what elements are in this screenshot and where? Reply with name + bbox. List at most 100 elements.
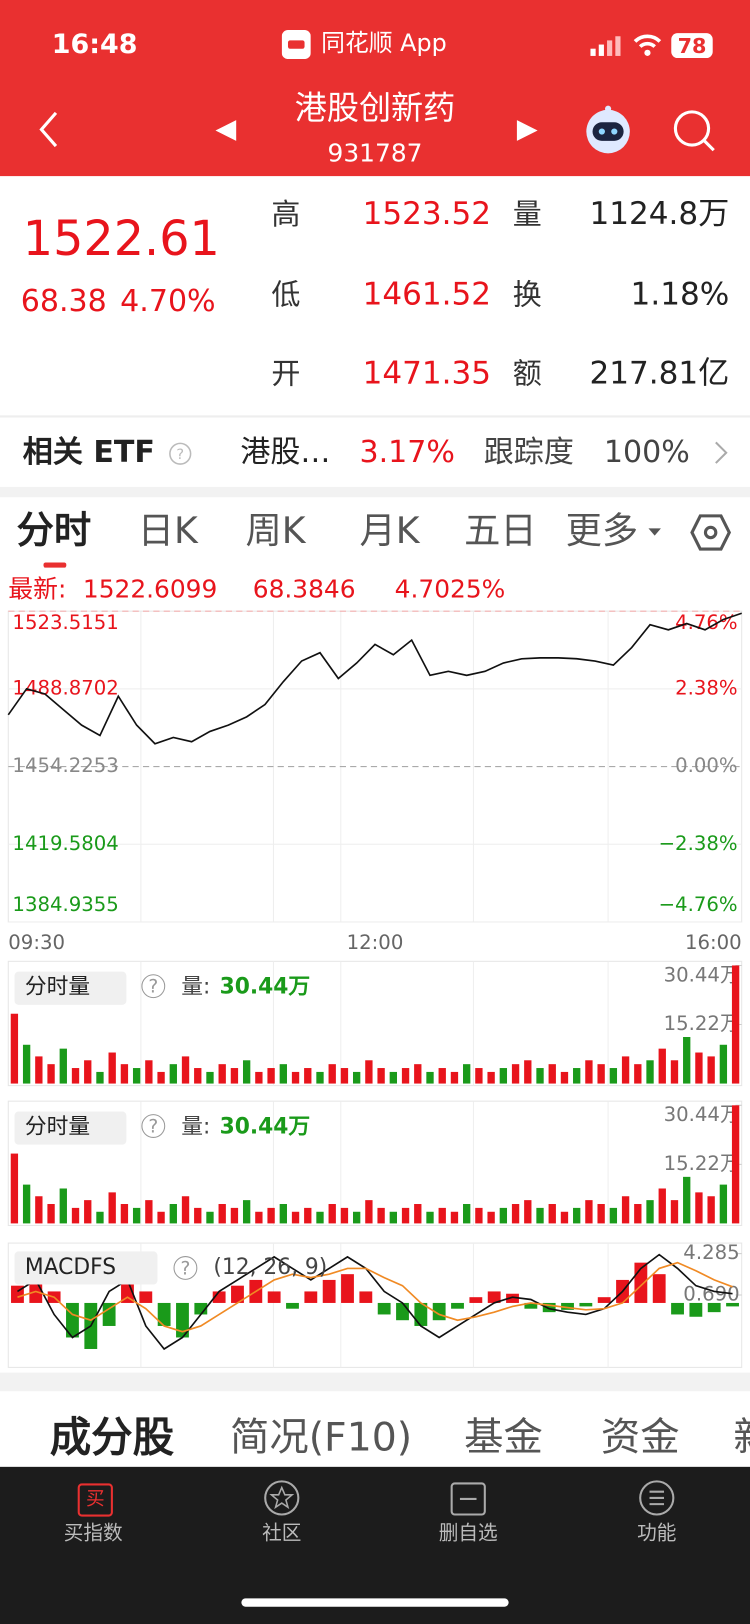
menu-icon[interactable] [638, 1479, 675, 1516]
volume-bar [316, 1211, 324, 1224]
volume-bar [621, 1056, 630, 1084]
next-button[interactable] [515, 118, 540, 143]
robot-button[interactable] [582, 104, 634, 156]
battery: 78 [671, 33, 713, 59]
nav-label[interactable]: 社区 [262, 1521, 302, 1545]
search-button[interactable] [671, 108, 717, 154]
panel-selector[interactable]: 分时量 [24, 1113, 91, 1139]
back-button[interactable] [33, 109, 64, 150]
tab[interactable]: 周K [245, 510, 306, 553]
bottom-tab[interactable]: 新 [733, 1417, 750, 1456]
volume-bar [511, 1064, 520, 1084]
macd-bar [231, 1285, 244, 1303]
selector-box[interactable] [14, 971, 127, 1005]
volume-bar [328, 1204, 336, 1224]
help-icon[interactable]: ? [168, 441, 193, 466]
panel-frame [7, 1100, 743, 1226]
y-tick-label: 1419.5804 [12, 832, 118, 855]
macd-bar [506, 1293, 519, 1303]
volume-bar [132, 1068, 141, 1084]
volume-bar [695, 1192, 703, 1224]
y-tick-label: 1384.9355 [12, 893, 118, 916]
macd-bar [524, 1302, 538, 1309]
volume-bar [670, 1200, 679, 1224]
nav-label[interactable]: 买指数 [63, 1521, 123, 1545]
track-value: 100% [603, 434, 690, 470]
volume-bar [536, 1207, 544, 1224]
settings-button[interactable] [690, 512, 732, 553]
volume-bar [230, 1068, 239, 1084]
volume-bar [560, 1071, 569, 1084]
volume-bar [389, 1211, 398, 1224]
nav-label[interactable]: 删自选 [438, 1521, 498, 1545]
volume-bar [59, 1048, 67, 1084]
selector-box[interactable] [14, 1251, 158, 1285]
wifi-icon [633, 34, 662, 56]
volume-bar [84, 1060, 92, 1084]
volume-bar [609, 1207, 618, 1224]
volume-bar [108, 1052, 116, 1084]
prev-button[interactable] [213, 118, 238, 143]
y2-tick-label: 2.38% [675, 676, 738, 699]
bottom-tab[interactable]: 基金 [464, 1414, 543, 1460]
remove-icon[interactable] [450, 1481, 487, 1516]
volume-bar [414, 1064, 422, 1084]
y-tick-label: 4.285 [683, 1241, 739, 1264]
panel-frame [7, 960, 743, 1087]
volume-bar [316, 1071, 324, 1084]
status-app: 同花顺 App [321, 30, 447, 57]
volume-bar [438, 1068, 446, 1084]
volume-bar [291, 1071, 300, 1084]
panel-selector[interactable]: MACDFS [24, 1254, 117, 1280]
etf-name[interactable]: 港股… [240, 434, 331, 470]
volume-bar [609, 1068, 618, 1084]
buy-icon[interactable]: 买 [77, 1483, 113, 1517]
tab[interactable]: 更多 [565, 510, 639, 553]
volume-bar [365, 1060, 373, 1084]
bottom-tab[interactable]: 成分股 [49, 1414, 175, 1462]
tab[interactable]: 日K [137, 510, 198, 553]
bottom-tab[interactable]: 简况(F10) [229, 1414, 413, 1460]
price-line [7, 612, 742, 745]
bottom-tab[interactable]: 资金 [600, 1414, 680, 1460]
x-tick-label: 12:00 [347, 931, 404, 954]
y-tick-label: 30.44万 [664, 963, 740, 986]
separator [0, 1372, 750, 1392]
help-icon: ? [180, 1258, 190, 1279]
volume-bar [218, 1064, 226, 1084]
volume-bar [145, 1060, 153, 1084]
y2-tick-label: 4.76% [675, 611, 738, 634]
macd-bar [341, 1274, 354, 1303]
qty-label: 量: [181, 973, 211, 999]
tab[interactable]: 分时 [16, 509, 92, 553]
volume-bar [377, 1207, 385, 1224]
macd-bar [212, 1291, 226, 1303]
tab[interactable]: 月K [359, 510, 420, 553]
volume-bar [10, 1013, 19, 1084]
y-tick-label: 1523.5151 [12, 611, 118, 634]
chevron[interactable] [713, 439, 730, 466]
volume-bar [84, 1200, 92, 1224]
help-icon: ? [148, 1117, 158, 1138]
stat-label: 低 [271, 277, 301, 312]
volume-bar [658, 1188, 666, 1224]
community-icon[interactable] [263, 1479, 300, 1516]
tab[interactable]: 五日 [464, 510, 537, 553]
panel-selector[interactable]: 分时量 [24, 973, 91, 999]
volume-bar [59, 1188, 67, 1224]
volume-bar [242, 1200, 251, 1224]
volume-bar [47, 1204, 55, 1224]
selector-box[interactable] [14, 1111, 127, 1145]
volume-bar [169, 1064, 177, 1084]
volume-bar [194, 1068, 202, 1084]
volume-bar [707, 1196, 715, 1224]
stat-value: 1471.35 [362, 355, 492, 392]
macd-bar [359, 1291, 373, 1303]
volume-bar [438, 1207, 446, 1224]
volume-bar [597, 1064, 605, 1084]
help-icon: ? [148, 977, 158, 998]
help-circle [173, 1256, 198, 1280]
volume-bar [194, 1207, 202, 1224]
volume-bar [683, 1037, 691, 1084]
nav-label[interactable]: 功能 [637, 1521, 677, 1545]
